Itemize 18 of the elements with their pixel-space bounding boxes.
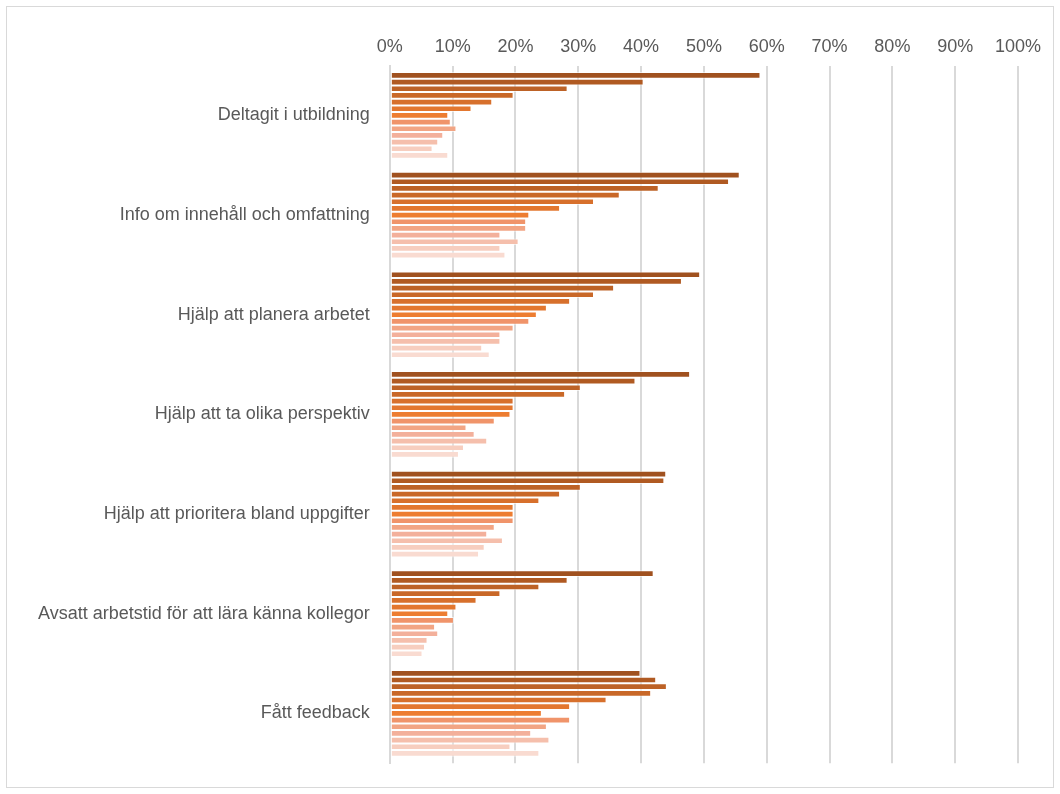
y-tick-label: Info om innehåll och omfattning [119, 204, 370, 225]
x-tick-label: 0% [376, 35, 403, 56]
x-tick-label: 10% [434, 35, 471, 56]
x-tick-label: 100% [994, 35, 1042, 56]
x-tick-label: 20% [497, 35, 534, 56]
x-tick-label: 60% [748, 35, 785, 56]
x-tick-label: 40% [623, 35, 660, 56]
y-tick-label: Hjälp att ta olika perspektiv [154, 403, 370, 424]
y-tick-label: Deltagit i utbildning [217, 104, 370, 125]
y-tick-label: Fått feedback [260, 702, 371, 723]
y-tick-label: Hjälp att prioritera bland uppgifter [103, 503, 370, 524]
x-tick-label: 70% [811, 35, 848, 56]
x-tick-label: 50% [685, 35, 722, 56]
y-tick-label: Avsatt arbetstid för att lära känna kollegor [37, 602, 370, 623]
x-tick-label: 30% [560, 35, 597, 56]
x-tick-label: 80% [874, 35, 911, 56]
x-tick-label: 90% [937, 35, 974, 56]
y-tick-label: Hjälp att planera arbetet [177, 303, 370, 324]
